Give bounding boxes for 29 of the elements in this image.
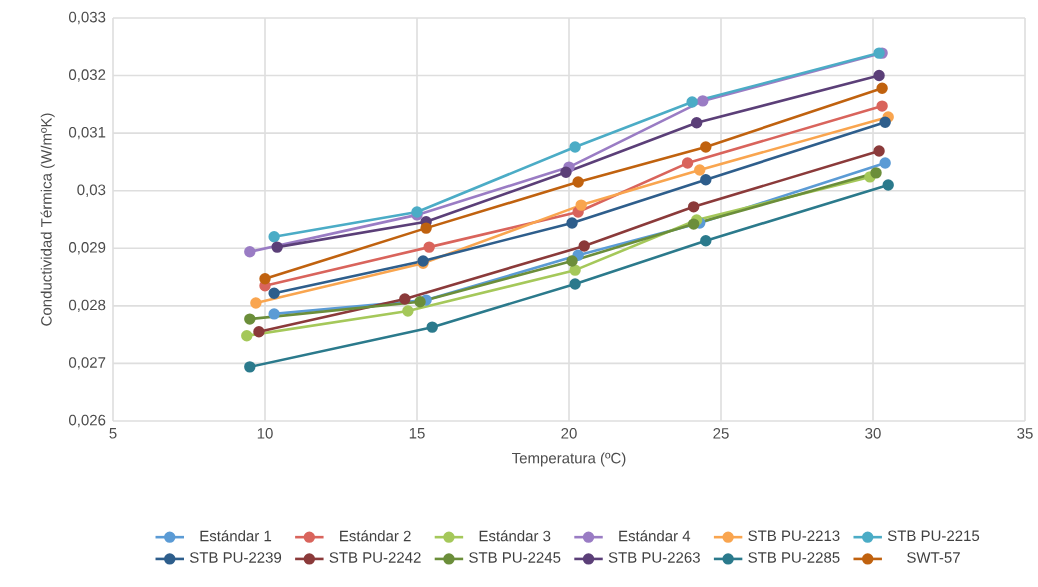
legend-label: STB PU-2242 — [329, 552, 421, 563]
legend-label: Estándar 3 — [479, 530, 551, 542]
y-tick-label: 0,033 — [69, 11, 106, 25]
legend-label: STB PU-2239 — [189, 552, 282, 563]
y-tick-label: 0,032 — [69, 69, 106, 82]
x-tick-label: 35 — [1017, 428, 1033, 439]
x-tick-label: 30 — [865, 428, 881, 439]
y-tick-label: 0,029 — [69, 242, 106, 255]
legend-label: SWT-57 — [907, 552, 960, 563]
y-axis-title: Conductividad Térmica (W/mºK) — [40, 113, 55, 326]
legend-label: STB PU-2263 — [608, 552, 700, 563]
legend-label: STB PU-2285 — [748, 552, 840, 563]
y-tick-label: 0,03 — [77, 184, 106, 197]
y-tick-label: 0,031 — [69, 126, 106, 140]
legend-label: STB PU-2213 — [748, 530, 840, 542]
x-axis-title: Temperatura (ºC) — [512, 452, 626, 467]
x-tick-label: 25 — [713, 428, 729, 439]
x-tick-label: 5 — [109, 428, 117, 439]
x-tick-label: 15 — [409, 428, 425, 439]
y-tick-label: 0,028 — [69, 299, 106, 313]
x-tick-label: 20 — [561, 428, 577, 439]
legend-label: Estándar 2 — [340, 530, 411, 542]
x-tick-label: 10 — [257, 428, 273, 439]
legend-label: Estándar 4 — [619, 530, 691, 542]
y-tick-label: 0,026 — [69, 414, 106, 428]
legend-label: STB PU-2245 — [469, 552, 561, 563]
legend-label: STB PU-2215 — [887, 530, 980, 542]
legend-label: Estándar 1 — [200, 530, 272, 542]
y-tick-label: 0,027 — [69, 357, 106, 370]
